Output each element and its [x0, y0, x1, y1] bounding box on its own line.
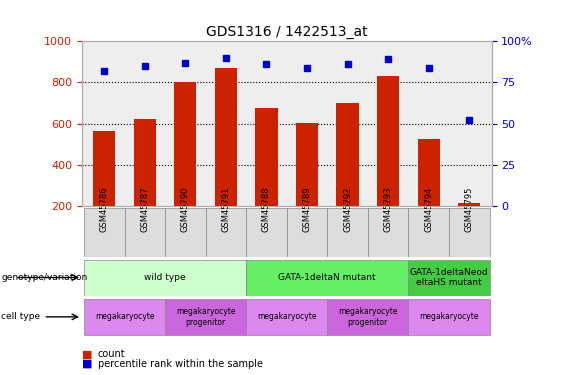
Bar: [246, 299, 327, 335]
Text: megakaryocyte: megakaryocyte: [257, 312, 316, 321]
Bar: [84, 260, 246, 296]
Text: GSM45793: GSM45793: [384, 186, 393, 231]
Text: wild type: wild type: [144, 273, 186, 282]
Text: GSM45794: GSM45794: [424, 186, 433, 231]
Bar: [418, 139, 440, 206]
Bar: [84, 299, 165, 335]
Bar: [336, 103, 359, 206]
Title: GDS1316 / 1422513_at: GDS1316 / 1422513_at: [206, 25, 368, 39]
Bar: [408, 299, 489, 335]
Text: GATA-1deltaNeod
eltaHS mutant: GATA-1deltaNeod eltaHS mutant: [410, 268, 488, 287]
Bar: [449, 208, 489, 257]
Text: GSM45789: GSM45789: [302, 186, 311, 231]
Text: ■: ■: [82, 359, 93, 369]
Text: cell type: cell type: [1, 312, 40, 321]
Bar: [246, 260, 408, 296]
Bar: [408, 260, 489, 296]
Text: GSM45787: GSM45787: [140, 186, 149, 231]
Bar: [134, 118, 156, 206]
Text: megakaryocyte: megakaryocyte: [419, 312, 479, 321]
Bar: [458, 203, 480, 206]
Bar: [287, 208, 327, 257]
Text: megakaryocyte
progenitor: megakaryocyte progenitor: [176, 307, 236, 327]
Text: megakaryocyte: megakaryocyte: [95, 312, 154, 321]
Text: GSM45788: GSM45788: [262, 186, 271, 231]
Bar: [124, 208, 165, 257]
Bar: [215, 68, 237, 206]
Bar: [174, 82, 197, 206]
Text: percentile rank within the sample: percentile rank within the sample: [98, 359, 263, 369]
Text: count: count: [98, 350, 125, 359]
Bar: [296, 123, 318, 206]
Bar: [84, 208, 124, 257]
Text: GSM45790: GSM45790: [181, 186, 190, 231]
Text: GSM45795: GSM45795: [465, 186, 473, 231]
Bar: [165, 299, 246, 335]
Text: GSM45792: GSM45792: [343, 186, 352, 231]
Text: ■: ■: [82, 350, 93, 359]
Bar: [368, 208, 408, 257]
Text: GATA-1deltaN mutant: GATA-1deltaN mutant: [279, 273, 376, 282]
Text: megakaryocyte
progenitor: megakaryocyte progenitor: [338, 307, 398, 327]
Bar: [408, 208, 449, 257]
Bar: [206, 208, 246, 257]
Bar: [327, 208, 368, 257]
Bar: [165, 208, 206, 257]
Bar: [327, 299, 408, 335]
Text: GSM45791: GSM45791: [221, 186, 231, 231]
Text: GSM45786: GSM45786: [100, 186, 108, 231]
Bar: [377, 76, 399, 206]
Text: genotype/variation: genotype/variation: [1, 273, 88, 282]
Bar: [246, 208, 287, 257]
Bar: [255, 108, 277, 206]
Bar: [93, 131, 115, 206]
